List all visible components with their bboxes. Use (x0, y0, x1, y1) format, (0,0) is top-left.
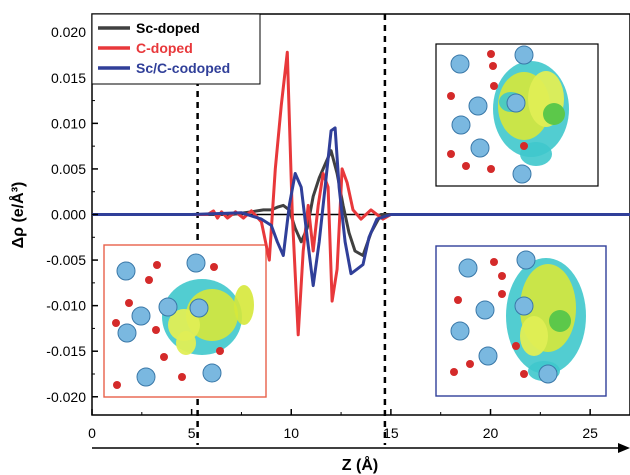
inset-sc-doped-structure (435, 43, 599, 187)
legend-label: Sc-doped (136, 20, 200, 36)
x-tick-label: 25 (582, 425, 598, 441)
o-atom-spheres (450, 258, 528, 378)
interface-lines-layer (196, 14, 387, 445)
x-tick-label: 15 (383, 425, 399, 441)
inset-c-doped-structure (103, 244, 267, 398)
series-line-1 (92, 149, 630, 257)
isosurface-blob (162, 279, 254, 355)
o-atom-spheres (112, 261, 224, 389)
legend-label: C-doped (136, 40, 193, 56)
o-atom-spheres (447, 50, 528, 173)
x-axis: 0 5 10 15 20 25 (88, 409, 598, 441)
x-tick-label: 20 (483, 425, 499, 441)
y-tick-label: 0.010 (51, 115, 86, 131)
x-tick-label: 0 (88, 425, 96, 441)
sc-atom-spheres (450, 250, 558, 384)
series-line-2 (92, 50, 630, 337)
y-tick-label: 0.020 (51, 24, 86, 40)
x-tick-label: 5 (188, 425, 196, 441)
y-axis: -0.020 -0.015 -0.010 -0.005 0.000 0.005 0.010 0… (46, 24, 98, 405)
y-tick-label: 0.015 (51, 70, 86, 86)
y-tick-label: 0.000 (51, 207, 86, 223)
series-layer (92, 50, 630, 337)
series-line-3 (92, 126, 630, 288)
legend-label: Sc/C-codoped (136, 60, 230, 76)
y-tick-label: -0.010 (46, 298, 86, 314)
y-tick-label: -0.005 (46, 252, 86, 268)
isosurface-blob (506, 258, 586, 381)
inset-sc-c-codoped-structure (435, 245, 607, 397)
y-axis-title: Δρ (e/Å³) (8, 182, 27, 249)
x-tick-label: 10 (283, 425, 299, 441)
y-tick-label: -0.015 (46, 343, 86, 359)
y-tick-label: -0.020 (46, 389, 86, 405)
sc-atom-spheres (450, 45, 534, 184)
y-tick-label: 0.005 (51, 161, 86, 177)
sc-atom-spheres (116, 253, 222, 387)
legend: Sc-doped C-doped Sc/C-codoped (91, 13, 261, 85)
legend-items: Sc-doped C-doped Sc/C-codoped (98, 20, 230, 76)
x-axis-arrow-head (618, 443, 630, 453)
x-axis-title: Z (Å) (342, 455, 378, 474)
